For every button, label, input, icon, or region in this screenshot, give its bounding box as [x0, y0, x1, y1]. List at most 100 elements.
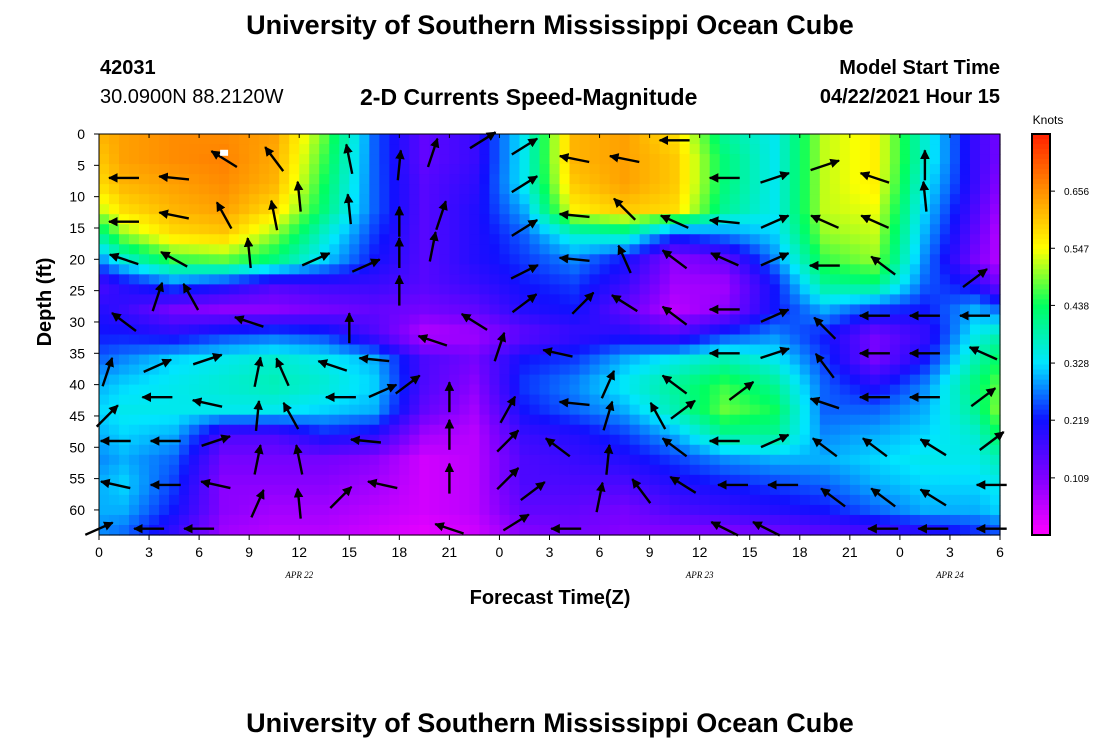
heatmap-cell	[889, 144, 901, 155]
heatmap-cell	[749, 364, 761, 376]
heatmap-cell	[689, 154, 701, 165]
heatmap-cell	[789, 274, 801, 285]
heatmap-cell	[309, 184, 320, 195]
heatmap-cell	[229, 424, 240, 436]
heatmap-cell	[949, 444, 961, 456]
heatmap-cell	[279, 374, 290, 386]
heatmap-cell	[609, 314, 621, 326]
heatmap-cell	[929, 384, 941, 396]
heatmap-cell	[319, 224, 330, 235]
heatmap-cell	[679, 364, 691, 376]
heatmap-cell	[889, 234, 901, 245]
current-vector	[191, 397, 223, 408]
heatmap-cell	[929, 424, 941, 436]
heatmap-cell	[749, 514, 761, 526]
heatmap-cell	[749, 424, 761, 436]
colorbar-segment	[1032, 334, 1050, 341]
heatmap-cell	[299, 214, 310, 225]
heatmap-cell	[699, 354, 711, 366]
heatmap-cell	[129, 214, 140, 225]
heatmap-cell	[879, 174, 891, 185]
heatmap-cell	[359, 364, 370, 376]
heatmap-cell	[659, 424, 671, 436]
current-vector	[143, 358, 172, 373]
heatmap-cell	[349, 174, 360, 185]
heatmap-cell	[799, 514, 811, 526]
heatmap-cell	[329, 204, 340, 215]
heatmap-cell	[309, 384, 320, 396]
heatmap-cell	[149, 504, 160, 516]
heatmap-cell	[389, 184, 400, 195]
heatmap-cell	[719, 374, 731, 386]
heatmap-cell	[729, 514, 741, 526]
heatmap-cell	[709, 404, 721, 416]
heatmap-cell	[779, 384, 791, 396]
heatmap-cell	[329, 474, 340, 486]
heatmap-cell	[109, 164, 120, 175]
heatmap-cell	[569, 484, 581, 496]
heatmap-cell	[199, 364, 210, 376]
heatmap-cell	[199, 384, 210, 396]
heatmap-cell	[209, 504, 220, 516]
heatmap-cell	[369, 464, 380, 476]
heatmap-cell	[959, 284, 971, 296]
heatmap-cell	[919, 334, 931, 346]
heatmap-cell	[939, 504, 951, 516]
heatmap-cell	[769, 174, 781, 185]
colorbar-segment	[1032, 239, 1050, 245]
heatmap-cell	[699, 154, 711, 165]
current-vector	[499, 395, 517, 424]
heatmap-cell	[179, 364, 190, 376]
heatmap-cell	[219, 494, 230, 506]
heatmap-cell	[959, 134, 971, 145]
heatmap-cell	[249, 344, 260, 356]
heatmap-cell	[699, 224, 711, 235]
heatmap-cell	[949, 264, 961, 275]
heatmap-cell	[159, 314, 170, 326]
heatmap-cell	[389, 434, 400, 446]
heatmap-cell	[529, 224, 541, 235]
heatmap-cell	[259, 244, 270, 255]
current-vector	[253, 356, 264, 388]
heatmap-cell	[169, 454, 180, 466]
heatmap-cell	[899, 354, 911, 366]
heatmap-cell	[739, 284, 751, 296]
heatmap-cell	[889, 334, 901, 346]
heatmap-cell	[709, 424, 721, 436]
heatmap-cell	[679, 174, 691, 185]
heatmap-cell	[639, 454, 651, 466]
colorbar-segment	[1032, 294, 1050, 301]
heatmap-cell	[749, 294, 761, 306]
heatmap-cell	[899, 484, 911, 496]
heatmap-cell	[619, 134, 631, 145]
heatmap-cell	[449, 254, 460, 265]
date-label: APR 24	[935, 570, 964, 580]
heatmap-cell	[859, 304, 871, 316]
heatmap-cell	[809, 514, 821, 526]
heatmap-cell	[349, 384, 360, 396]
heatmap-cell	[769, 214, 781, 225]
heatmap-cell	[969, 404, 981, 416]
heatmap-cell	[739, 434, 751, 446]
heatmap-cell	[719, 184, 731, 195]
heatmap-cell	[629, 144, 641, 155]
heatmap-cell	[699, 424, 711, 436]
colorbar-tick-label: 0.438	[1064, 301, 1089, 312]
heatmap-cell	[219, 224, 230, 235]
heatmap-cell	[679, 464, 691, 476]
heatmap-cell	[599, 174, 611, 185]
heatmap-cell	[969, 444, 981, 456]
heatmap-cell	[459, 494, 471, 506]
heatmap-cell	[229, 394, 240, 406]
heatmap-cell	[829, 504, 841, 516]
heatmap-cell	[629, 424, 641, 436]
heatmap-cell	[139, 214, 150, 225]
heatmap-cell	[969, 474, 981, 486]
heatmap-cell	[529, 274, 541, 285]
heatmap-cell	[379, 484, 390, 496]
heatmap-cell	[689, 314, 701, 326]
heatmap-cell	[719, 174, 731, 185]
heatmap-cell	[119, 334, 130, 346]
heatmap-cell	[729, 244, 741, 255]
heatmap-cell	[609, 264, 621, 275]
